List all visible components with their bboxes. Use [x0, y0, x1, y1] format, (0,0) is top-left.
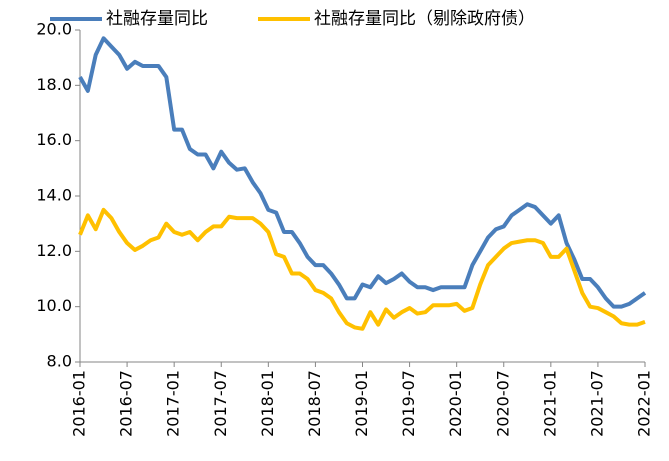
- y-tick-label: 20.0: [36, 20, 72, 39]
- y-tick-label: 16.0: [36, 130, 72, 149]
- x-tick-label: 2021-01: [540, 370, 559, 437]
- legend-label: 社融存量同比（剔除政府债）: [314, 9, 535, 29]
- x-tick-label: 2020-07: [493, 370, 512, 437]
- y-tick-label: 18.0: [36, 75, 72, 94]
- x-tick-label: 2018-01: [258, 370, 277, 437]
- x-tick-label: 2017-07: [211, 370, 230, 437]
- x-tick-label: 2016-07: [117, 370, 136, 437]
- x-tick-label: 2021-07: [587, 370, 606, 437]
- x-tick-label: 2018-07: [305, 370, 324, 437]
- y-tick-label: 14.0: [36, 186, 72, 205]
- y-tick-label: 10.0: [36, 296, 72, 315]
- series-line: [78, 36, 647, 309]
- y-tick-label: 8.0: [47, 352, 72, 371]
- x-tick-label: 2016-01: [70, 370, 89, 437]
- x-tick-label: 2019-01: [352, 370, 371, 437]
- x-tick-label: 2017-01: [164, 370, 183, 437]
- y-tick-label: 12.0: [36, 241, 72, 260]
- x-tick-label: 2019-07: [399, 370, 418, 437]
- x-tick-label: 2020-01: [446, 370, 465, 437]
- x-tick-label: 2022-01: [635, 370, 654, 437]
- legend-label: 社融存量同比: [106, 9, 208, 29]
- series-line: [78, 207, 646, 331]
